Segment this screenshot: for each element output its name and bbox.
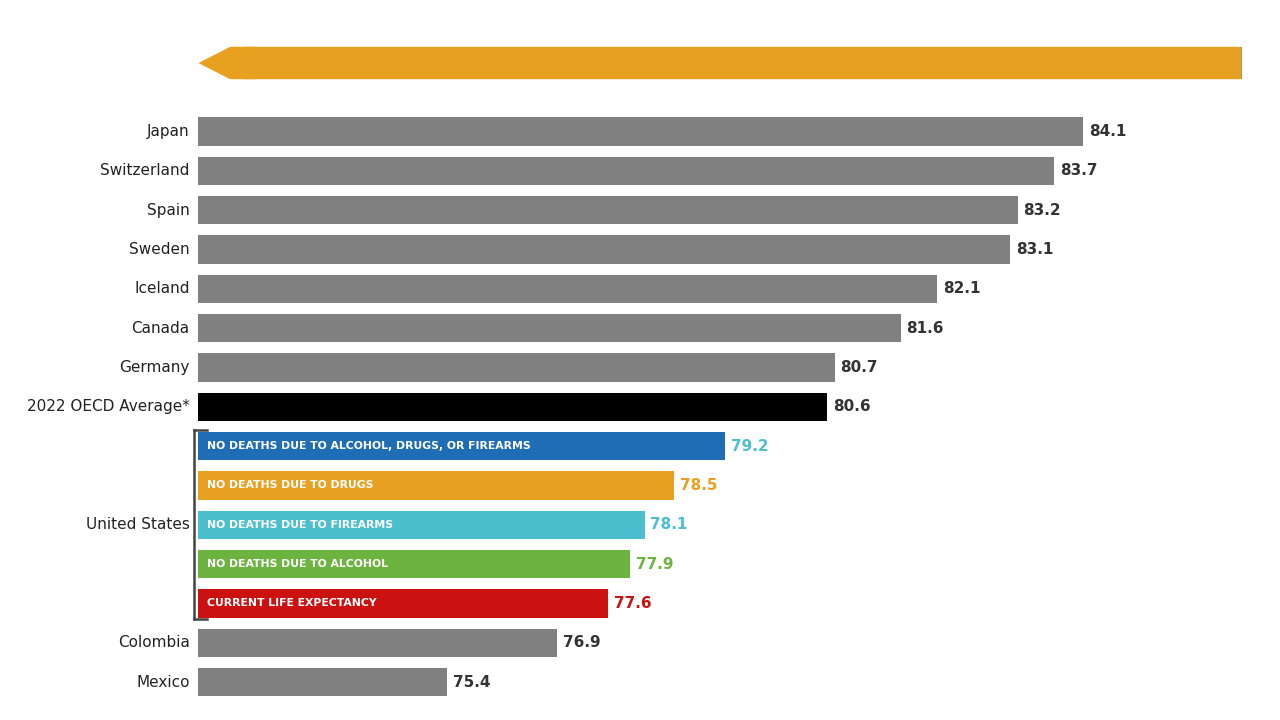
Text: 83.2: 83.2 [1024,203,1061,217]
Polygon shape [228,47,1242,79]
Bar [198,668,447,696]
Text: 76.9: 76.9 [563,635,600,650]
Text: United States: United States [86,517,189,532]
Text: 77.9: 77.9 [636,557,673,572]
Bar [198,196,1018,225]
Bar [198,275,937,303]
Text: Sweden: Sweden [129,242,189,257]
Text: Canada: Canada [132,320,189,336]
Bar [198,235,1010,264]
Text: 75.4: 75.4 [453,675,490,690]
Bar [198,354,835,382]
Text: 81.6: 81.6 [906,320,943,336]
Bar [198,157,1055,185]
Text: Iceland: Iceland [134,282,189,297]
Text: 84.1: 84.1 [1089,124,1126,139]
Text: Germany: Germany [119,360,189,375]
Text: Japan: Japan [147,124,189,139]
Bar [198,392,827,421]
Text: NO DEATHS DUE TO DRUGS: NO DEATHS DUE TO DRUGS [207,480,374,490]
Text: Colombia: Colombia [118,635,189,650]
Text: NO DEATHS DUE TO ALCOHOL, DRUGS, OR FIREARMS: NO DEATHS DUE TO ALCOHOL, DRUGS, OR FIRE… [207,441,531,451]
Text: 78.1: 78.1 [650,517,687,532]
Text: Spain: Spain [147,203,189,217]
Text: Switzerland: Switzerland [100,163,189,179]
Polygon shape [198,47,256,79]
Bar [198,589,608,618]
Bar [198,432,724,460]
Text: 83.7: 83.7 [1060,163,1097,179]
Text: 79.2: 79.2 [731,438,768,454]
Text: 80.6: 80.6 [833,400,870,414]
Text: 83.1: 83.1 [1016,242,1053,257]
Bar [198,550,630,578]
Text: 82.1: 82.1 [943,282,980,297]
Bar [198,117,1083,145]
Bar [198,314,901,342]
Text: 80.7: 80.7 [841,360,878,375]
Text: 77.6: 77.6 [614,596,652,611]
Text: CURRENT LIFE EXPECTANCY: CURRENT LIFE EXPECTANCY [207,598,376,608]
Text: NO DEATHS DUE TO ALCOHOL: NO DEATHS DUE TO ALCOHOL [207,559,388,569]
Bar [198,629,557,657]
Text: 2022 OECD Average*: 2022 OECD Average* [27,400,189,414]
Text: NO DEATHS DUE TO FIREARMS: NO DEATHS DUE TO FIREARMS [207,520,393,530]
Text: Mexico: Mexico [136,675,189,690]
Bar [198,472,673,500]
Bar [198,510,645,539]
Text: 78.5: 78.5 [680,478,717,493]
